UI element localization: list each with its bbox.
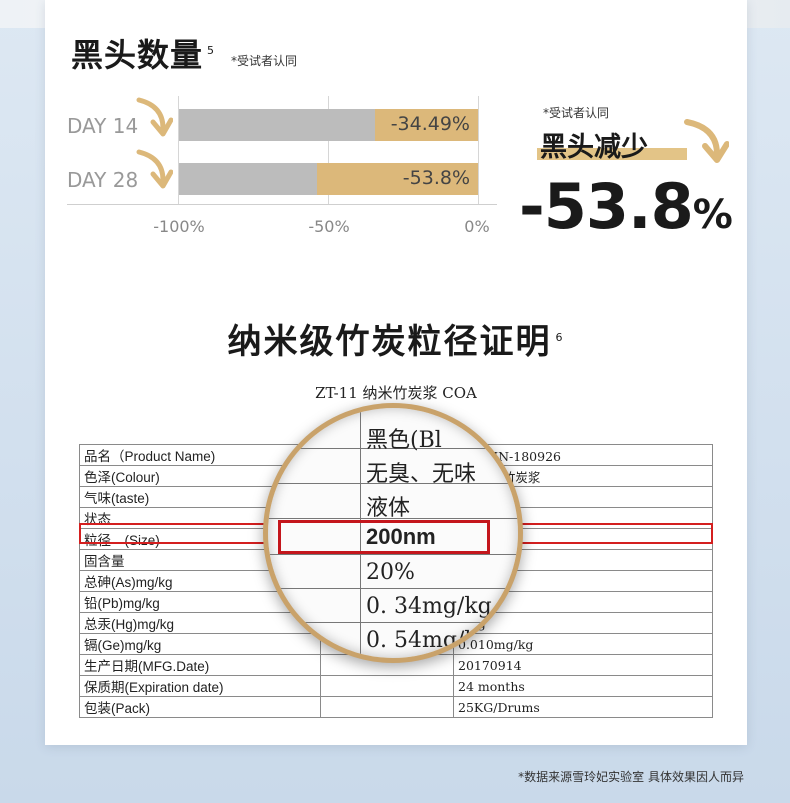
blackhead-bar-chart: DAY 14 -34.49% DAY 28 -53.8% -100% -50% …: [67, 96, 497, 244]
coa-title: ZT-11 纳米竹炭浆 COA: [315, 384, 477, 402]
right-subject-note: *受试者认同: [543, 106, 610, 120]
tick-label: -100%: [153, 217, 205, 236]
grid-line: [478, 96, 479, 205]
day14-bar-fill: [374, 109, 478, 141]
table-cell: 20170914: [453, 654, 713, 676]
mag-colour-value: 黑色(Bl: [366, 428, 442, 453]
curved-arrow-icon: [136, 97, 173, 137]
magnifier-grid-line: [268, 554, 518, 555]
table-cell: 品名（Product Name): [79, 444, 321, 466]
day28-bar-fill: [317, 163, 478, 195]
table-row: 保质期(Expiration date) 24 months: [79, 675, 713, 697]
grid-line: [178, 96, 179, 205]
mag-as-value: 0. 34mg/kg: [366, 594, 492, 619]
table-row: 镉(Ge)mg/kg 0.010mg/kg: [79, 633, 713, 655]
curved-arrow-icon: [136, 149, 173, 189]
day28-bar: -53.8%: [179, 163, 478, 195]
tick-label: 0%: [464, 217, 490, 236]
data-source-footer: *数据来源雪玲妃实验室 具体效果因人而异: [518, 770, 744, 784]
day28-value: -53.8%: [402, 167, 470, 189]
big-reduction-number: -53.8%: [519, 170, 733, 243]
day14-bar: -34.49%: [179, 109, 478, 141]
tick-label: -50%: [308, 217, 350, 236]
table-cell: [320, 696, 454, 718]
table-cell: [320, 675, 454, 697]
magnifier-grid-line: [268, 622, 518, 623]
magnifier-grid-line: [268, 518, 518, 519]
mag-solid-value: 20%: [366, 560, 415, 585]
nano-charcoal-title: 纳米级竹炭粒径证明 6: [227, 322, 565, 362]
table-row: 生产日期(MFG.Date) 20170914: [79, 654, 713, 676]
blackhead-count-title: 黑头数量 5: [71, 36, 216, 74]
magnifier-grid-line: [268, 448, 518, 449]
subject-note: *受试者认同: [231, 54, 298, 68]
mag-size-value: 200nm: [366, 524, 436, 549]
mag-odor-value: 无臭、无味: [366, 462, 477, 487]
magnifier-lens: 黑色(Bl 无臭、无味 液体 200nm 20% 0. 34mg/kg 0. 5…: [263, 403, 523, 663]
blackhead-reduction-title: 黑头减少: [540, 132, 648, 163]
table-cell: 镉(Ge)mg/kg: [79, 633, 321, 655]
table-row: 包装(Pack) 25KG/Drums: [79, 696, 713, 718]
chart-axis: [67, 204, 497, 205]
table-cell: 24 months: [453, 675, 713, 697]
grid-line: [328, 96, 329, 205]
title-highlight: [537, 148, 687, 160]
table-cell: 生产日期(MFG.Date): [79, 654, 321, 676]
mag-pb-value: 0. 54mg/kg: [366, 628, 492, 653]
day14-label: DAY 14: [67, 114, 139, 138]
curved-arrow-icon: [684, 119, 729, 163]
mag-state-value: 液体: [366, 496, 411, 521]
day28-label: DAY 28: [67, 168, 139, 192]
coa-spec-table: 品名（Product Name)批号:HN-180926色泽(Colour)11…: [79, 444, 713, 718]
table-cell: 总汞(Hg)mg/kg: [79, 612, 321, 634]
table-cell: 0.010mg/kg: [453, 633, 713, 655]
table-cell: 粒径 (Size): [79, 528, 321, 550]
content-card: 黑头数量 5 *受试者认同 DAY 14 -34.49% DAY 28 -53.8…: [45, 0, 747, 745]
mag-size-highlight: [278, 520, 490, 554]
magnifier-grid-line: [268, 588, 518, 589]
day14-value: -34.49%: [390, 113, 470, 135]
table-cell: 25KG/Drums: [453, 696, 713, 718]
table-cell: 保质期(Expiration date): [79, 675, 321, 697]
magnifier-grid-line: [360, 408, 361, 658]
magnifier-grid-line: [268, 483, 518, 484]
table-cell: 包装(Pack): [79, 696, 321, 718]
